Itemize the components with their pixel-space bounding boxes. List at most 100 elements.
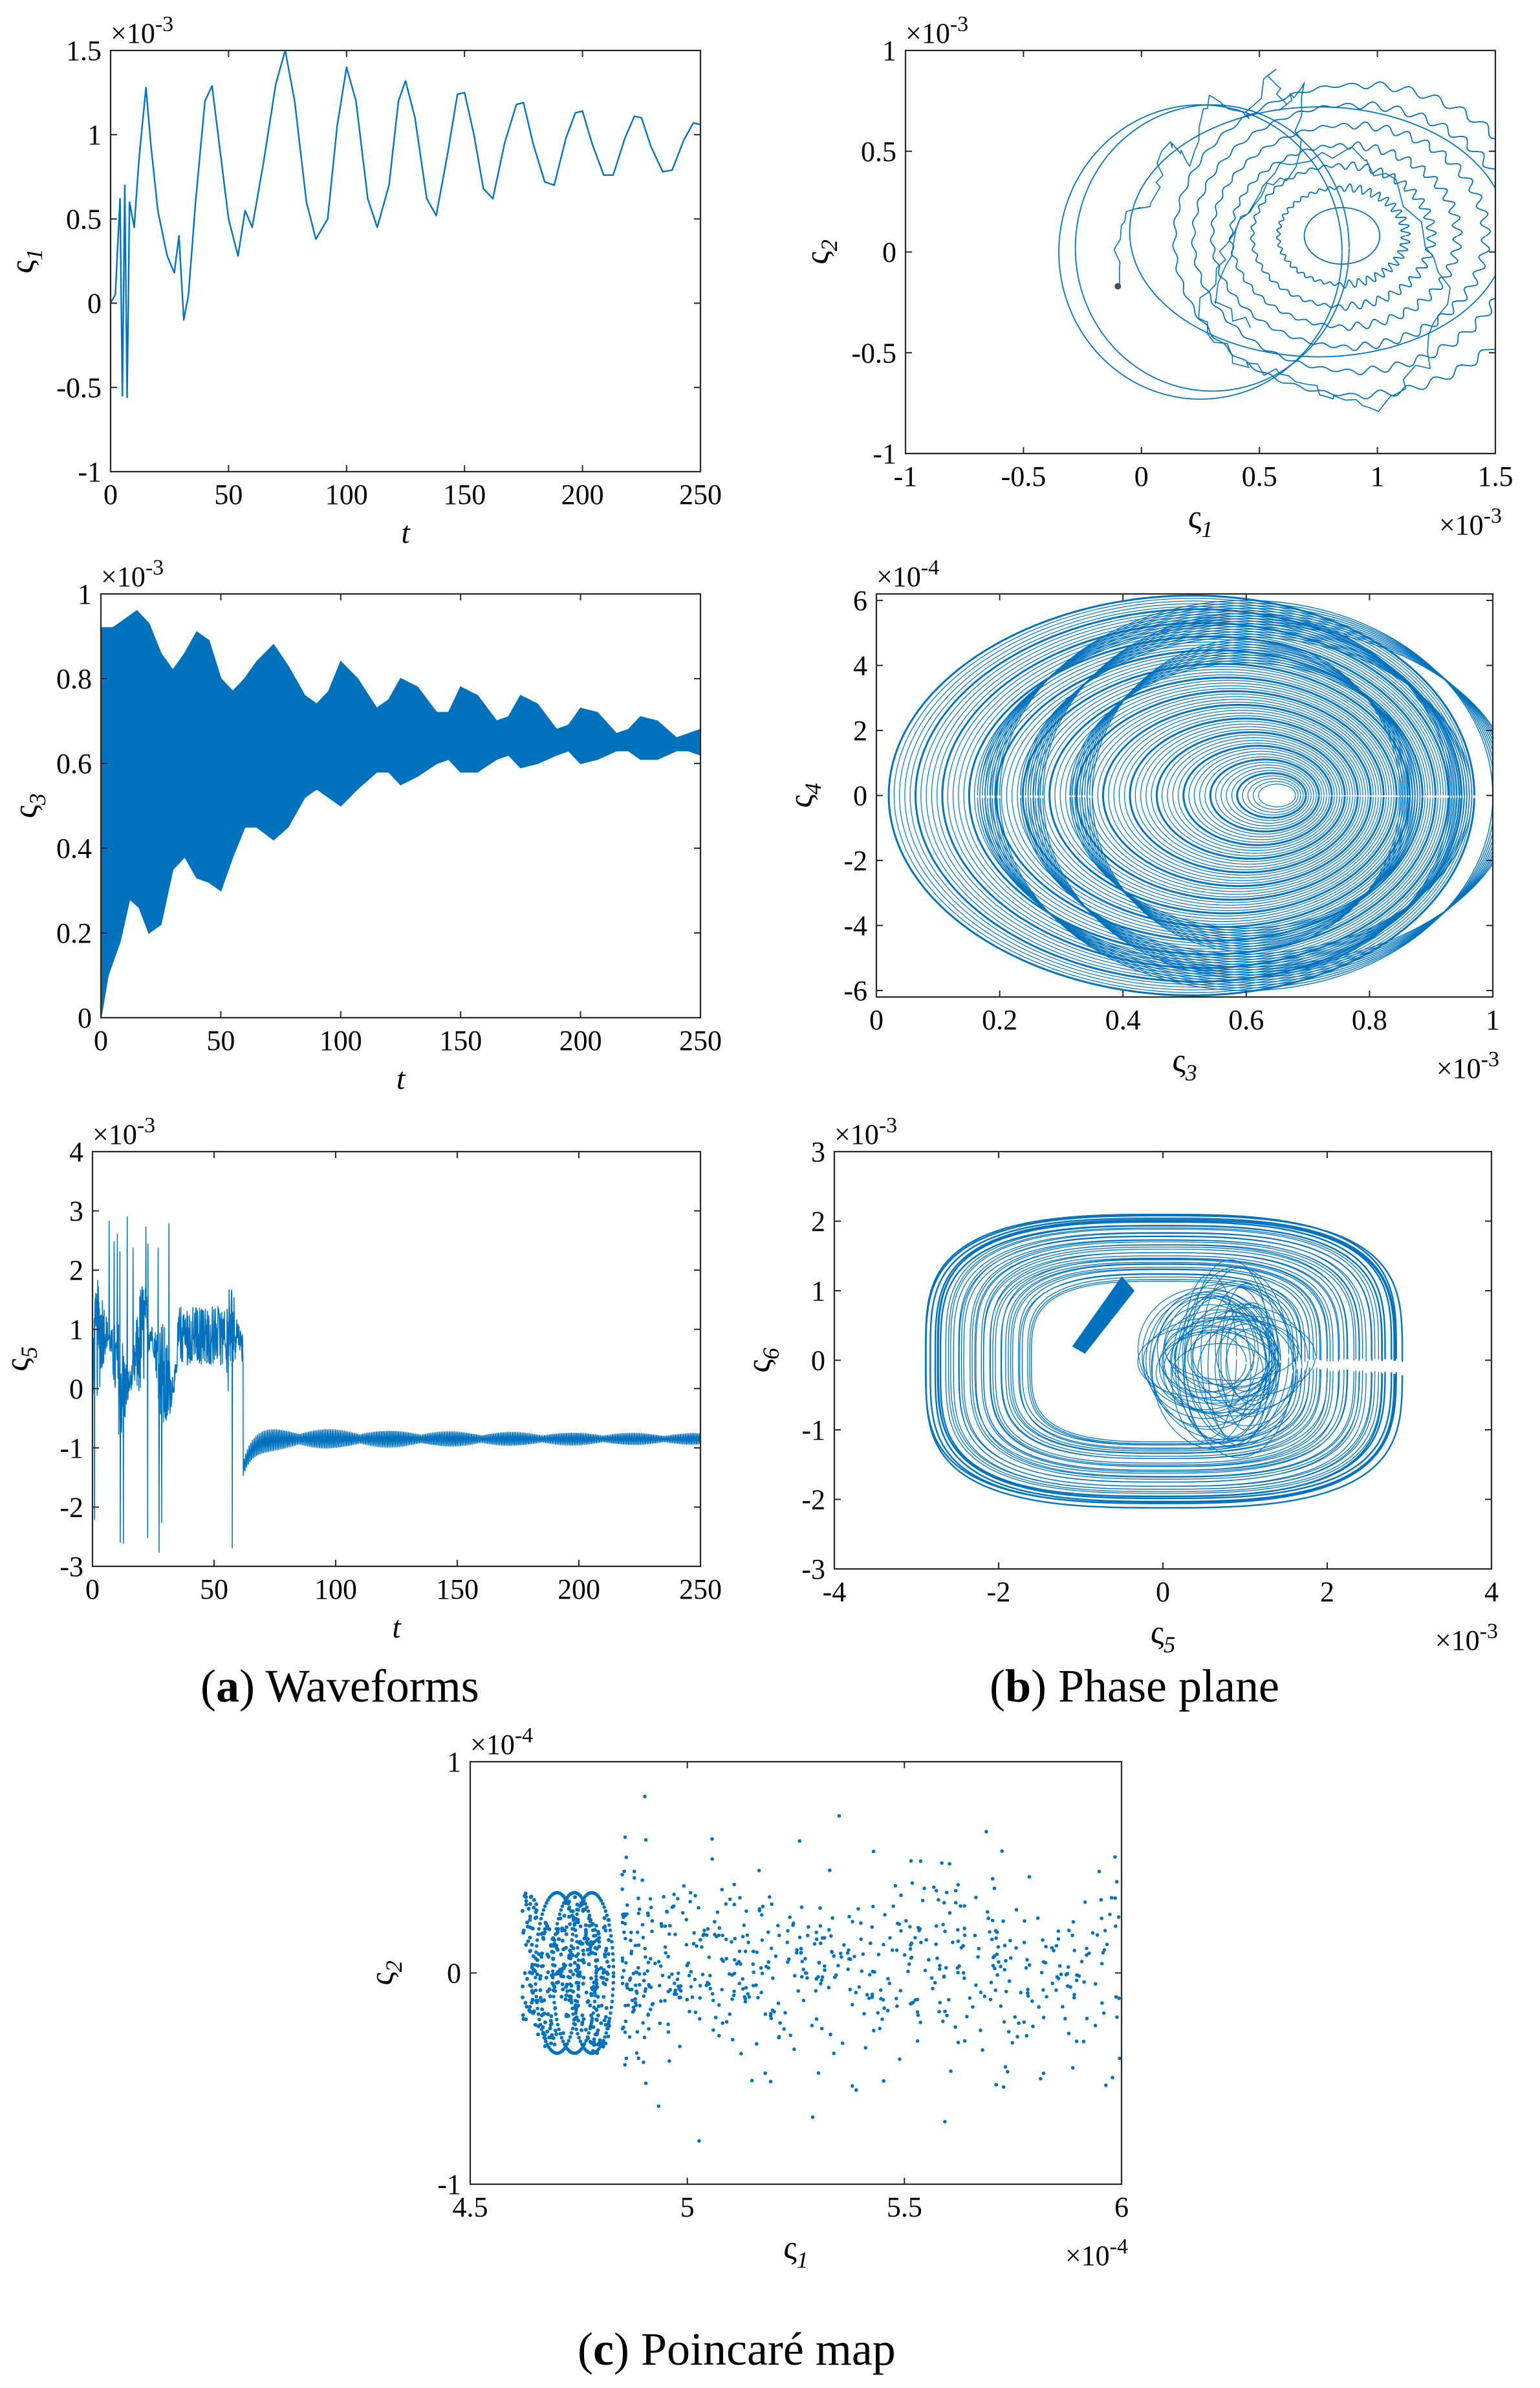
scatter-point (620, 1872, 624, 1877)
scatter-point (759, 1990, 763, 1995)
scatter-point (576, 2032, 580, 2036)
scatter-point (1114, 1995, 1118, 1999)
scatter-point (893, 1883, 898, 1888)
scatter-point (658, 2021, 662, 2026)
scatter-point (909, 1859, 913, 1863)
scatter-point (564, 1925, 569, 1929)
scatter-point (596, 2028, 600, 2033)
scatter-point (605, 1960, 609, 1964)
scatter-point (991, 1955, 995, 1960)
scatter-point (624, 1936, 627, 1941)
scatter-point (566, 2013, 570, 2018)
scatter-point (1003, 1944, 1007, 1947)
scatter-point (759, 1966, 763, 1970)
trajectory-orbit (941, 622, 1449, 969)
scatter-point (743, 1995, 746, 1999)
scatter-point (543, 1930, 547, 1934)
scatter-point (576, 1920, 580, 1925)
scatter-point (737, 1982, 742, 1986)
inner-trajectory (1162, 1331, 1247, 1393)
scatter-point (1026, 1991, 1030, 1995)
scatter-point (929, 1976, 934, 1980)
scatter-point (548, 1943, 553, 1947)
trajectory-orbit (1178, 743, 1335, 848)
scatter-point (588, 2003, 592, 2008)
y-tick-label: -3 (801, 1553, 825, 1585)
x-tick-label: 1.5 (1478, 461, 1513, 492)
scatter-point (568, 2035, 572, 2039)
y-exponent-label: ×10-4 (470, 1724, 533, 1760)
scatter-point (535, 2000, 539, 2005)
scatter-point (532, 1898, 536, 1902)
scatter-point (581, 2017, 586, 2021)
scatter-point (882, 2006, 886, 2010)
scatter-point (1087, 1951, 1091, 1955)
scatter-point (823, 1964, 827, 1968)
scatter-point (710, 1837, 714, 1841)
scatter-point (953, 1901, 958, 1905)
scatter-point (785, 1940, 789, 1944)
scatter-point (999, 1964, 1003, 1969)
y-exponent-label: ×10-3 (111, 12, 173, 49)
scatter-point (1095, 1933, 1100, 1937)
trajectory-orbit (1043, 674, 1400, 917)
trajectory-band (1081, 649, 1411, 942)
scatter-point (575, 1999, 580, 2004)
dense-filament (1072, 1276, 1135, 1354)
scatter-point (743, 2000, 748, 2004)
x-tick-label: 4 (1484, 1576, 1499, 1608)
scatter-point (591, 1928, 595, 1933)
inner-trajectory (1197, 1320, 1297, 1427)
y-tick-label: 1 (882, 35, 896, 67)
scatter-point (583, 2028, 588, 2032)
y-tick-label: 2 (853, 715, 867, 747)
chart-b2: 0 0.2 0.4 0.6 0.8 1 -6 -4 -2 0 2 4 6 ×10-4 ×10-3 ς3 ς4 (783, 556, 1500, 1086)
chart-a2: 0 50 100 150 200 250 0 0.2 0.4 0.6 0.8 1 ×10-3 t ς3 (7, 556, 722, 1096)
scatter-point (934, 1924, 938, 1928)
trajectory-orbit (974, 1244, 1348, 1474)
scatter-point (545, 2043, 549, 2046)
scatter-point (603, 1949, 608, 1953)
scatter-point (589, 1993, 594, 1998)
scatter-point (751, 1962, 755, 1966)
scatter-point (534, 1975, 537, 1980)
scatter-point (944, 1890, 949, 1894)
scatter-point (546, 1970, 550, 1975)
scatter-point (757, 1868, 761, 1872)
scatter-point (1103, 1929, 1107, 1933)
scatter-point (1111, 2076, 1114, 2079)
scatter-point (931, 1986, 935, 1991)
scatter-point (574, 1934, 578, 1938)
scatter-point (823, 1968, 827, 1972)
scatter-point (540, 1951, 545, 1956)
scatter-point (908, 1925, 912, 1929)
scatter-point (641, 1936, 645, 1940)
scatter-point (881, 1998, 885, 2002)
scatter-point (646, 1913, 650, 1918)
scatter-point (918, 1859, 923, 1863)
scatter-point (934, 1889, 938, 1893)
scatter-point (585, 1947, 590, 1952)
scatter-point (828, 1868, 832, 1872)
scatter-point (738, 1896, 742, 1900)
x-exponent-label: ×10-3 (1435, 1619, 1498, 1656)
scatter-point (827, 1928, 831, 1932)
scatter-point (794, 1951, 799, 1955)
y-exponent-label: ×10-3 (101, 556, 164, 593)
scatter-point (580, 1942, 585, 1946)
scatter-point (638, 1983, 642, 1987)
scatter-point (581, 1948, 585, 1953)
scatter-point (895, 2004, 899, 2008)
scatter-point (565, 2042, 569, 2046)
trajectory-orbit (1247, 778, 1301, 813)
scatter-point (793, 1974, 797, 1978)
scatter-point (546, 1898, 550, 1902)
scatter-point (776, 2001, 781, 2006)
scatter-point (849, 1957, 852, 1962)
scatter-point (567, 1998, 572, 2002)
scatter-point (700, 1973, 705, 1977)
scatter-point (608, 1928, 613, 1933)
scatter-point (1072, 1995, 1076, 2000)
scatter-point (867, 1973, 872, 1977)
scatter-point (943, 1929, 947, 1933)
